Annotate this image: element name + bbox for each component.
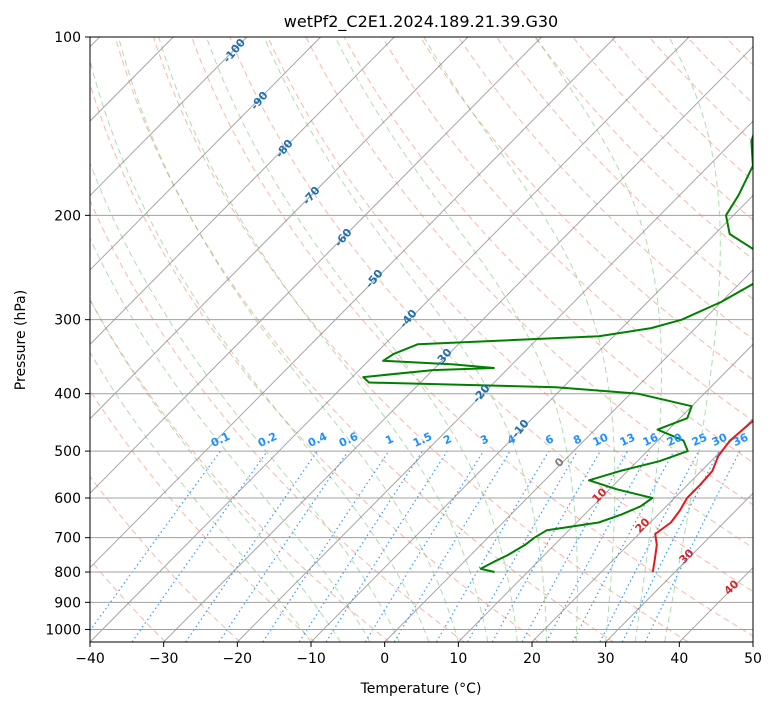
mixing-ratio-label: 10: [591, 431, 611, 449]
moist-adiabat-line: [90, 58, 430, 642]
moist-adiabat-line: [334, 37, 578, 642]
x-tick-label: −40: [75, 651, 105, 667]
profile-lines: [362, 132, 753, 573]
moist-adiabat-line: [205, 37, 518, 642]
y-tick-label: 700: [54, 531, 81, 547]
x-axis-title: Temperature (°C): [360, 681, 482, 697]
y-tick-label: 500: [54, 444, 81, 460]
mixing-ratio-line: [393, 450, 511, 642]
isotherm-line: [163, 46, 753, 642]
dry-adiabat-line: [153, 37, 689, 642]
moist-adiabat-line: [535, 37, 663, 642]
y-tick-label: 400: [54, 387, 81, 403]
isotherm-line: [90, 37, 321, 271]
moist-adiabat-line: [664, 37, 721, 642]
mixing-ratio-label: 25: [690, 431, 709, 449]
isotherm-line: [90, 37, 690, 642]
y-axis-title: Pressure (hPa): [13, 290, 29, 390]
dry-adiabat-line: [229, 37, 753, 593]
x-tick-label: −10: [296, 651, 326, 667]
y-tick-label: 800: [54, 565, 81, 581]
mixing-ratio-label: 13: [618, 431, 637, 449]
x-tick-label: 30: [597, 651, 615, 667]
mixing-ratio-label: 36: [731, 431, 751, 449]
isotherm-line: [384, 269, 753, 642]
dry-adiabat-line: [534, 37, 753, 261]
mixing-ratio-line: [90, 450, 221, 632]
isotherm-line: [752, 641, 753, 642]
moist-adiabat-line: [118, 37, 459, 642]
moist-adiabat-line: [90, 161, 400, 642]
isotherm-line: [457, 343, 753, 642]
mixing-ratio-line: [325, 450, 448, 642]
moist-adiabat-line: [90, 237, 371, 642]
moist-adiabat-line: [158, 37, 489, 642]
mixing-ratio-line: [298, 450, 424, 642]
x-tick-label: 10: [449, 651, 467, 667]
y-tick-label: 300: [54, 313, 81, 329]
isotherm-line: [90, 37, 395, 346]
dry-adiabat-line: [90, 82, 540, 642]
isotherm-line: [310, 194, 753, 642]
isotherm-line: [605, 492, 753, 642]
dry-adiabat-line: [90, 475, 241, 642]
isotherm-line: [531, 418, 753, 642]
dry-adiabat-line: [764, 37, 775, 642]
plot-frame: [89, 36, 754, 643]
moist-adiabat-line: [263, 37, 548, 642]
mixing-ratio-line: [364, 450, 485, 642]
x-tick-label: 20: [523, 651, 541, 667]
x-tick-label: 0: [380, 651, 389, 667]
dry-adiabat-line: [191, 37, 753, 637]
dry-adiabat-line: [458, 37, 753, 340]
y-tick-label: 100: [54, 30, 81, 46]
mixing-ratio-line: [131, 450, 268, 642]
isotherm-line: [90, 37, 469, 420]
y-tick-label: 600: [54, 491, 81, 507]
temperature-line: [651, 419, 753, 573]
dry-adiabat-line: [90, 298, 390, 642]
y-tick-label: 900: [54, 595, 81, 611]
mixing-ratio-line: [435, 450, 550, 642]
mixing-ratio-label: 16: [641, 431, 661, 449]
y-tick-label: 1000: [45, 622, 81, 638]
moist-adiabat-line: [423, 37, 616, 642]
x-tick-label: 40: [670, 651, 688, 667]
isotherm-line: [90, 37, 542, 494]
plot-background: [90, 37, 753, 642]
dry-adiabat-line: [343, 37, 753, 464]
x-tick-label: 50: [744, 651, 762, 667]
mixing-ratio-label: 30: [710, 431, 730, 449]
moist-adiabat-line: [90, 298, 341, 642]
axis-ticks: −40 −30 −20 −10 0 10 20 30 40 50 100 200 300 400 500 60…: [45, 30, 762, 667]
dry-adiabat-line: [114, 37, 614, 642]
mixing-ratio-label: 20: [665, 431, 685, 449]
y-tick-label: 200: [54, 208, 81, 224]
mixing-ratio-line: [545, 450, 651, 642]
mixing-ratio-line: [466, 450, 579, 642]
background-lines: [90, 37, 775, 642]
dry-adiabat-line: [267, 37, 753, 549]
chart-title: wetPf2_C2E1.2024.189.21.39.G30: [284, 12, 558, 32]
dry-adiabat-line: [419, 37, 753, 381]
dewpoint-line: [362, 132, 753, 573]
isotherm-line: [90, 37, 616, 569]
x-tick-label: −20: [223, 651, 253, 667]
mixing-ratio-line: [521, 450, 629, 642]
mixing-ratio-line: [262, 450, 390, 642]
x-tick-label: −30: [149, 651, 179, 667]
mixing-ratio-line: [491, 450, 601, 642]
isotherm-line: [90, 37, 248, 197]
